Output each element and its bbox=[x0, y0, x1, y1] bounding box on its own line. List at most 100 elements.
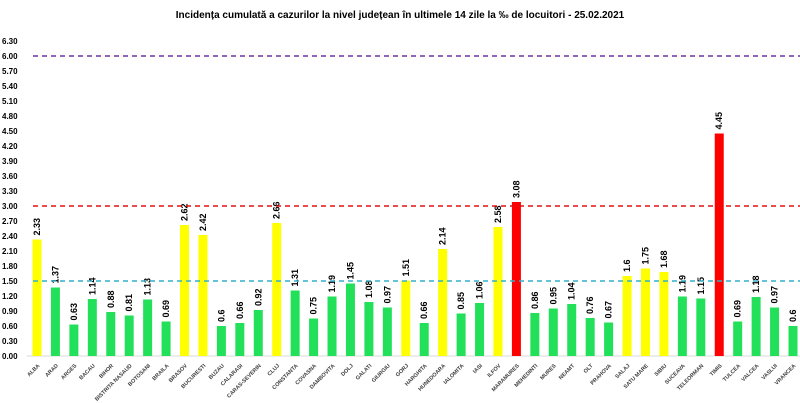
x-tick-label: SIBIU bbox=[654, 363, 669, 378]
bar bbox=[32, 239, 42, 356]
bar bbox=[493, 227, 503, 356]
y-tick-label: 3.30 bbox=[2, 187, 18, 196]
data-label: 1.37 bbox=[50, 266, 60, 284]
data-label: 1.19 bbox=[677, 275, 687, 293]
y-tick-label: 1.50 bbox=[2, 277, 18, 286]
bar bbox=[290, 290, 300, 356]
data-label: 0.6 bbox=[788, 309, 798, 322]
x-tick-label: ARAD bbox=[44, 363, 59, 378]
bar bbox=[161, 321, 171, 356]
bar bbox=[198, 235, 208, 356]
data-label: 1.6 bbox=[622, 259, 632, 272]
x-tick-label: ALBA bbox=[26, 363, 41, 378]
y-tick-label: 4.20 bbox=[2, 142, 18, 151]
y-tick-label: 1.80 bbox=[2, 262, 18, 271]
data-label: 4.45 bbox=[714, 112, 724, 130]
y-tick-label: 2.40 bbox=[2, 232, 18, 241]
x-tick-label: SALAJ bbox=[614, 363, 631, 380]
bar bbox=[659, 272, 669, 356]
data-label: 0.95 bbox=[548, 287, 558, 305]
chart-title: Incidența cumulată a cazurilor la nivel … bbox=[175, 10, 625, 21]
bar bbox=[567, 304, 577, 356]
data-label: 0.97 bbox=[770, 286, 780, 304]
x-tick-label: VALCEA bbox=[741, 363, 761, 383]
bar bbox=[696, 298, 706, 356]
x-tick-label: TULCEA bbox=[722, 363, 742, 383]
bar bbox=[272, 223, 282, 356]
x-tick-label: GIURGIU bbox=[371, 363, 392, 384]
data-label: 0.81 bbox=[124, 294, 134, 312]
bar bbox=[604, 322, 614, 356]
data-label: 1.45 bbox=[345, 262, 355, 280]
bar bbox=[50, 287, 60, 356]
data-label: 3.08 bbox=[511, 180, 521, 198]
data-label: 0.63 bbox=[69, 303, 79, 321]
bar bbox=[419, 323, 429, 356]
bar bbox=[364, 302, 374, 356]
data-label: 2.58 bbox=[493, 205, 503, 223]
y-tick-label: 0.00 bbox=[2, 352, 18, 361]
y-tick-label: 0.30 bbox=[2, 337, 18, 346]
bar bbox=[87, 299, 97, 356]
data-label: 0.66 bbox=[419, 301, 429, 319]
data-label: 1.18 bbox=[751, 275, 761, 293]
bar bbox=[733, 321, 743, 356]
y-tick-label: 5.40 bbox=[2, 82, 18, 91]
x-tick-label: IASI bbox=[472, 363, 484, 375]
x-tick-label: ARGES bbox=[60, 363, 78, 381]
data-label: 0.75 bbox=[309, 297, 319, 315]
data-label: 1.75 bbox=[640, 247, 650, 265]
data-label: 2.14 bbox=[438, 227, 448, 245]
bar bbox=[216, 326, 226, 356]
data-label: 0.97 bbox=[382, 286, 392, 304]
bar bbox=[677, 296, 687, 356]
x-tick-label: TIMIS bbox=[709, 363, 724, 378]
y-tick-label: 1.20 bbox=[2, 292, 18, 301]
bar bbox=[327, 296, 337, 356]
y-tick-label: 6.00 bbox=[2, 52, 18, 61]
bar bbox=[382, 307, 392, 356]
bar bbox=[788, 326, 798, 356]
x-tick-label: BUZAU bbox=[208, 363, 226, 381]
data-label: 1.06 bbox=[475, 281, 485, 299]
y-tick-label: 4.80 bbox=[2, 112, 18, 121]
data-label: 0.6 bbox=[216, 309, 226, 322]
data-label: 0.76 bbox=[585, 296, 595, 314]
data-label: 0.88 bbox=[106, 290, 116, 308]
y-tick-label: 2.10 bbox=[2, 247, 18, 256]
bar bbox=[548, 308, 558, 356]
bar bbox=[124, 315, 134, 356]
data-label: 2.42 bbox=[198, 213, 208, 231]
data-label: 1.19 bbox=[327, 275, 337, 293]
x-tick-label: MURES bbox=[539, 363, 558, 382]
y-tick-label: 3.90 bbox=[2, 157, 18, 166]
data-label: 2.66 bbox=[272, 201, 282, 219]
x-tick-label: CLUJ bbox=[267, 363, 281, 377]
bar bbox=[345, 283, 355, 356]
bar bbox=[143, 299, 153, 356]
bar bbox=[253, 310, 263, 356]
y-tick-label: 3.60 bbox=[2, 172, 18, 181]
y-tick-label: 5.70 bbox=[2, 67, 18, 76]
bar bbox=[475, 303, 485, 356]
bar bbox=[235, 323, 245, 356]
data-label: 0.86 bbox=[530, 291, 540, 309]
bar bbox=[585, 318, 595, 356]
bar bbox=[530, 313, 540, 356]
data-label: 0.69 bbox=[733, 300, 743, 318]
x-tick-label: BIHOR bbox=[98, 363, 115, 380]
data-label: 1.04 bbox=[567, 282, 577, 300]
data-label: 0.85 bbox=[456, 292, 466, 310]
bar bbox=[640, 268, 650, 356]
y-tick-label: 0.90 bbox=[2, 307, 18, 316]
data-label: 2.62 bbox=[180, 203, 190, 221]
bar bbox=[106, 312, 116, 356]
y-tick-label: 5.10 bbox=[2, 97, 18, 106]
bar bbox=[511, 202, 521, 356]
data-label: 0.92 bbox=[253, 288, 263, 306]
bar bbox=[714, 133, 724, 356]
x-tick-label: DOLJ bbox=[340, 363, 355, 378]
x-tick-label: BACAU bbox=[78, 363, 96, 381]
y-tick-label: 2.70 bbox=[2, 217, 18, 226]
